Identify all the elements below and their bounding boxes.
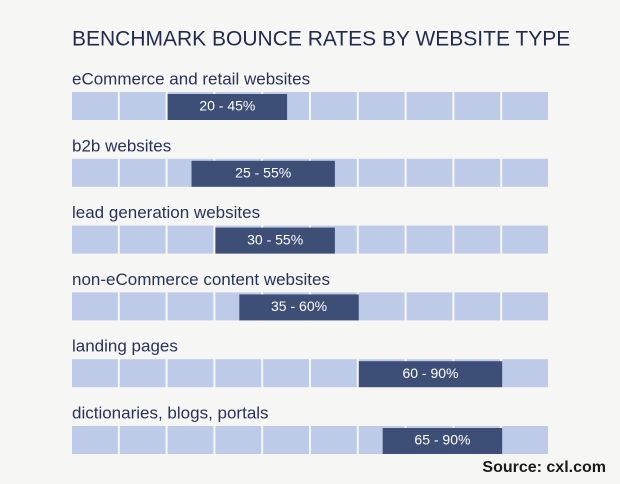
grid-cell <box>454 292 501 321</box>
grid-cell <box>311 426 357 454</box>
category-label: eCommerce and retail websites <box>72 69 310 88</box>
grid-cell <box>358 158 405 187</box>
grid-cell <box>502 225 548 254</box>
grid-cell <box>502 292 548 321</box>
range-bar <box>167 94 288 120</box>
category-label: b2b websites <box>72 136 171 155</box>
grid-cell <box>358 92 405 120</box>
grid-cell <box>119 426 166 454</box>
grid-cell <box>72 92 118 120</box>
value-label: 35 - 60% <box>271 298 327 314</box>
grid-cell <box>72 426 118 454</box>
grid-cell <box>502 426 548 454</box>
grid-cell <box>406 158 453 187</box>
source: Source: cxl.com <box>482 459 606 476</box>
grid-cell <box>167 426 214 454</box>
range-bar <box>239 294 359 321</box>
grid-cell <box>167 225 214 254</box>
grid-cell <box>502 359 548 388</box>
chart-title: BENCHMARK BOUNCE RATES BY WEBSITE TYPE <box>72 28 570 51</box>
grid-cell <box>311 92 357 120</box>
grid-cell <box>454 158 501 187</box>
grid-cell <box>454 92 501 120</box>
value-label: 65 - 90% <box>414 432 470 448</box>
category-label: dictionaries, blogs, portals <box>72 403 269 422</box>
grid-cell <box>358 292 405 321</box>
grid-cell <box>502 92 548 120</box>
grid-cell <box>119 359 166 388</box>
grid-cell <box>263 426 309 454</box>
grid-cell <box>502 158 548 187</box>
grid-cell <box>72 292 118 321</box>
grid-cell <box>215 426 262 454</box>
grid-cell <box>119 92 166 120</box>
grid-cell <box>406 225 453 254</box>
grid-cell <box>119 225 166 254</box>
range-bar <box>358 361 503 388</box>
grid-cell <box>263 359 309 388</box>
value-label: 30 - 55% <box>247 231 303 247</box>
grid-cell <box>454 225 501 254</box>
range-bar <box>191 160 335 187</box>
category-label: lead generation websites <box>72 203 260 222</box>
grid-cell <box>215 359 262 388</box>
grid-cell <box>119 292 166 321</box>
grid-cell <box>358 225 405 254</box>
grid-cell <box>167 292 214 321</box>
grid-cell <box>406 92 453 120</box>
category-label: non-eCommerce content websites <box>72 270 330 289</box>
grid-cell <box>167 359 214 388</box>
category-label: landing pages <box>72 337 178 356</box>
value-label: 60 - 90% <box>402 365 458 381</box>
range-bar <box>215 227 335 254</box>
range-bar <box>382 428 503 454</box>
grid-cell <box>72 359 118 388</box>
value-label: 20 - 45% <box>199 98 255 114</box>
grid-cell <box>311 359 357 388</box>
grid-cell <box>72 225 118 254</box>
value-label: 25 - 55% <box>235 165 291 181</box>
grid-cell <box>406 292 453 321</box>
grid-cell <box>119 158 166 187</box>
grid-cell <box>72 158 118 187</box>
